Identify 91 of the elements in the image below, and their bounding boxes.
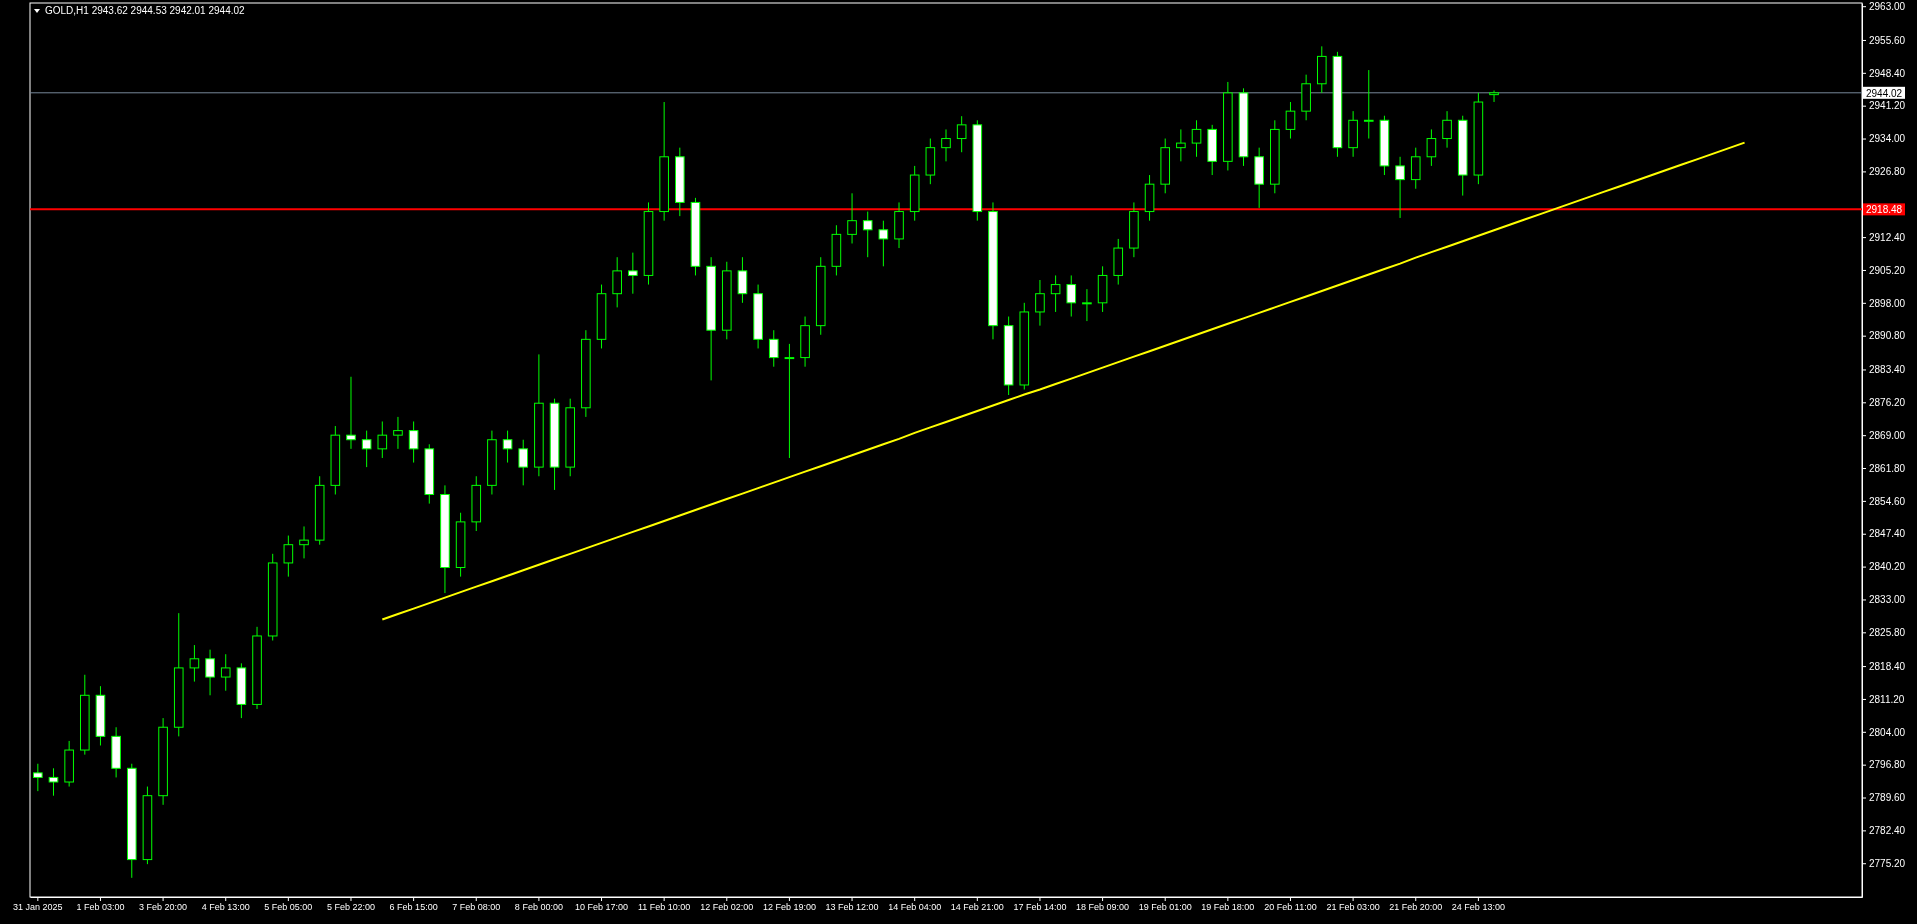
candlestick bbox=[956, 115, 967, 153]
y-tick-label: 2941.20 bbox=[1869, 100, 1906, 112]
candlestick bbox=[393, 416, 403, 450]
candlestick bbox=[941, 128, 951, 162]
candlestick bbox=[408, 420, 419, 464]
y-tick-label: 2955.60 bbox=[1869, 34, 1906, 46]
y-tick-label: 2963.00 bbox=[1869, 0, 1906, 12]
candlestick bbox=[299, 525, 309, 559]
candlestick bbox=[1285, 101, 1296, 140]
x-tick-label: 24 Feb 13:00 bbox=[1451, 902, 1505, 913]
candlestick bbox=[784, 343, 795, 459]
candlestick bbox=[1410, 147, 1421, 190]
candlestick bbox=[361, 430, 372, 468]
candlestick bbox=[862, 211, 873, 258]
x-tick-label: 4 Feb 13:00 bbox=[201, 902, 250, 913]
x-tick-label: 21 Feb 03:00 bbox=[1326, 902, 1380, 913]
x-tick-label: 19 Feb 01:00 bbox=[1138, 902, 1192, 913]
candlestick bbox=[628, 252, 638, 295]
x-tick-label: 18 Feb 09:00 bbox=[1076, 902, 1130, 913]
y-tick-label: 2905.20 bbox=[1869, 264, 1906, 276]
candlestick bbox=[612, 256, 622, 308]
x-tick-label: 17 Feb 14:00 bbox=[1013, 902, 1067, 913]
y-tick-label: 2876.20 bbox=[1869, 397, 1906, 409]
candlestick bbox=[1082, 288, 1092, 322]
y-tick-label: 2811.20 bbox=[1869, 693, 1905, 705]
candlestick bbox=[33, 763, 43, 792]
candlestick bbox=[1442, 110, 1452, 149]
y-tick-label: 2782.40 bbox=[1869, 825, 1906, 837]
y-tick-label: 2898.00 bbox=[1869, 297, 1906, 309]
y-tick-label: 2833.00 bbox=[1869, 594, 1906, 606]
candlestick bbox=[48, 767, 59, 797]
x-tick-label: 7 Feb 08:00 bbox=[452, 902, 501, 913]
y-tick-label: 2948.40 bbox=[1869, 67, 1906, 79]
x-tick-label: 31 Jan 2025 bbox=[13, 902, 63, 913]
y-tick-label: 2861.80 bbox=[1869, 462, 1906, 474]
y-tick-label: 2926.80 bbox=[1869, 166, 1906, 178]
x-tick-label: 20 Feb 11:00 bbox=[1264, 902, 1317, 913]
y-tick-label: 2869.00 bbox=[1869, 429, 1906, 441]
x-tick-label: 1 Feb 03:00 bbox=[76, 902, 125, 913]
candlestick bbox=[220, 653, 231, 692]
chart-title: GOLD,H1 2943.62 2944.53 2942.01 2944.02 bbox=[45, 5, 246, 16]
candlestick bbox=[189, 644, 200, 683]
x-tick-label: 5 Feb 05:00 bbox=[264, 902, 313, 913]
x-tick-label: 14 Feb 21:00 bbox=[950, 902, 1004, 913]
x-tick-label: 3 Feb 20:00 bbox=[139, 902, 188, 913]
candlestick bbox=[1426, 128, 1437, 167]
line-series bbox=[381, 141, 1746, 621]
y-tick-label: 2804.00 bbox=[1869, 726, 1906, 738]
x-tick-label: 13 Feb 12:00 bbox=[825, 902, 879, 913]
candlestick bbox=[283, 535, 294, 578]
y-tick-label: 2854.60 bbox=[1869, 495, 1906, 507]
y-tick-label: 2775.20 bbox=[1869, 857, 1906, 869]
candlestick bbox=[1066, 274, 1077, 318]
x-tick-label: 14 Feb 04:00 bbox=[888, 902, 942, 913]
y-tick-label: 2912.40 bbox=[1869, 231, 1906, 243]
y-tick-label: 2847.40 bbox=[1869, 528, 1906, 540]
y-tick-label: 2883.40 bbox=[1869, 364, 1906, 376]
candlestick bbox=[1050, 274, 1061, 313]
candlestick bbox=[737, 256, 748, 304]
ref-line-label: 2918.48 bbox=[1866, 204, 1903, 216]
candlestick bbox=[518, 439, 529, 486]
candlestick bbox=[878, 220, 889, 267]
x-tick-label: 6 Feb 15:00 bbox=[389, 902, 438, 913]
x-tick-label: 21 Feb 20:00 bbox=[1389, 902, 1443, 913]
x-tick-label: 5 Feb 22:00 bbox=[326, 902, 376, 913]
candlestick bbox=[205, 649, 215, 696]
candlestick bbox=[377, 420, 388, 459]
y-tick-label: 2796.80 bbox=[1869, 759, 1906, 771]
candlestick bbox=[1176, 128, 1186, 162]
candlestick bbox=[1035, 279, 1045, 327]
y-tick-label: 2789.60 bbox=[1869, 792, 1906, 804]
x-tick-label: 8 Feb 00:00 bbox=[514, 902, 563, 913]
y-tick-label: 2934.00 bbox=[1869, 133, 1906, 145]
candlestick bbox=[1363, 69, 1374, 140]
x-tick-label: 12 Feb 19:00 bbox=[762, 902, 816, 913]
candlestick bbox=[346, 376, 356, 450]
y-tick-label: 2818.40 bbox=[1869, 660, 1906, 672]
x-tick-label: 12 Feb 02:00 bbox=[700, 902, 754, 913]
candlestick bbox=[1395, 156, 1405, 219]
candlestick bbox=[502, 430, 513, 464]
candlestick bbox=[1489, 89, 1499, 103]
y-tick-label: 2890.80 bbox=[1869, 330, 1906, 342]
candlestick bbox=[768, 329, 779, 368]
x-tick-label: 19 Feb 18:00 bbox=[1201, 902, 1255, 913]
x-tick-label: 11 Feb 10:00 bbox=[637, 902, 691, 913]
ref-line-label: 2944.02 bbox=[1866, 87, 1903, 99]
x-tick-label: 10 Feb 17:00 bbox=[575, 902, 629, 913]
candlestick bbox=[1191, 119, 1202, 158]
candlestick bbox=[847, 192, 857, 244]
y-tick-label: 2840.20 bbox=[1869, 561, 1906, 573]
y-tick-label: 2825.80 bbox=[1869, 627, 1906, 639]
